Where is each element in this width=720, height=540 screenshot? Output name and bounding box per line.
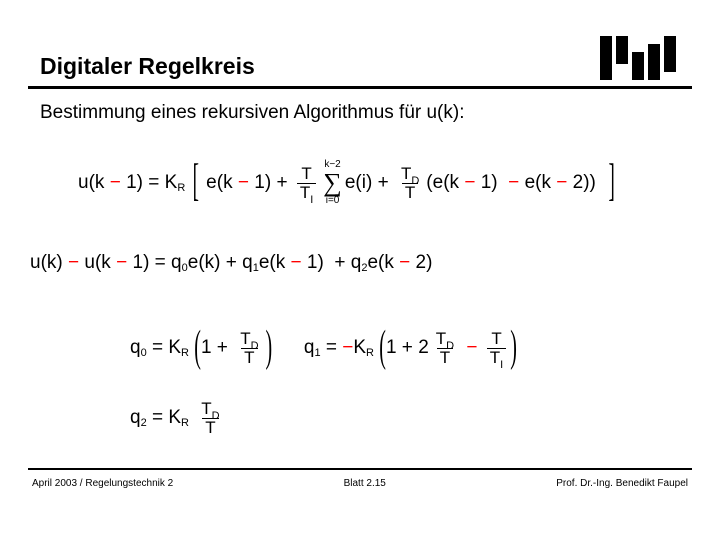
footer: April 2003 / Regelungstechnik 2 Blatt 2.…: [32, 478, 688, 489]
sub-1: 1: [314, 347, 320, 359]
sub-R: R: [177, 182, 185, 194]
title-rule: [28, 86, 692, 89]
sum-lower: i=0: [326, 196, 340, 206]
sub-2: 2: [141, 417, 147, 429]
num-1: 1: [132, 252, 143, 274]
num-1: 1: [126, 172, 137, 194]
sym-e-i: e(i): [345, 172, 372, 194]
footer-center: Blatt 2.15: [344, 478, 386, 489]
frac-num: T: [298, 165, 314, 183]
frac-num: TD: [198, 400, 222, 418]
sub-R: R: [181, 417, 189, 429]
left-paren: (: [194, 323, 201, 374]
sym-u-k: u(k): [30, 252, 63, 274]
sym-q2: q: [130, 407, 141, 429]
minus-sign: −: [342, 337, 353, 359]
sym-KR: K: [165, 172, 178, 194]
minus-sign: −: [238, 172, 249, 194]
sigma-sum: k−2 ∑ i=0: [323, 160, 342, 206]
sym-e-k: e(k: [525, 172, 551, 194]
sym-e-k: e(k: [206, 172, 232, 194]
sym-KR: K: [168, 407, 181, 429]
frac-num: TD: [237, 330, 261, 348]
right-paren: ): [510, 323, 517, 374]
sym-e-k: e(k): [188, 252, 221, 274]
sub-0: 0: [182, 262, 188, 274]
sub-0: 0: [141, 347, 147, 359]
sub-R: R: [181, 347, 189, 359]
left-paren: (: [379, 323, 386, 374]
right-paren: ): [266, 323, 273, 374]
sym-e-km1: e(k: [259, 252, 285, 274]
sym-q0: q: [130, 337, 141, 359]
frac-num: TD: [398, 165, 422, 183]
sym-e-km2: e(k: [367, 252, 393, 274]
num-2: 2: [416, 252, 427, 274]
num-1: 1: [307, 252, 318, 274]
sym-e-k: e(k: [433, 172, 459, 194]
plus-sign: +: [276, 172, 287, 194]
plus-sign: +: [378, 172, 389, 194]
minus-sign: −: [466, 337, 477, 359]
frac-den: TI: [297, 183, 316, 202]
equation-q2: q2 = KR TD T: [130, 400, 227, 437]
num-2: 2: [573, 172, 584, 194]
subtitle: Bestimmung eines rekursiven Algorithmus …: [40, 102, 465, 124]
sub-R: R: [366, 347, 374, 359]
minus-sign: −: [68, 252, 79, 274]
frac-TD-over-T: TD T: [237, 330, 261, 367]
sym-u-km1: u(k: [84, 252, 110, 274]
frac-TD-over-T: TD T: [398, 165, 422, 202]
minus-sign: −: [291, 252, 302, 274]
footer-right: Prof. Dr.-Ing. Benedikt Faupel: [556, 478, 688, 489]
footer-rule: [28, 468, 692, 470]
num-1: 1: [386, 337, 397, 359]
sym-q0: q: [171, 252, 182, 274]
num-2: 2: [418, 337, 429, 359]
minus-sign: −: [110, 172, 121, 194]
eq1-lhs: u(k: [78, 172, 104, 194]
left-bracket: [: [193, 157, 199, 210]
sub-1: 1: [253, 262, 259, 274]
htw-logo: [598, 36, 682, 80]
sym-q2: q: [351, 252, 362, 274]
sym-KR: K: [168, 337, 181, 359]
frac-num: TD: [433, 330, 457, 348]
equation-difference: u(k) − u(k − 1) = q0 e(k) + q1 e(k − 1) …: [30, 252, 432, 274]
page-title: Digitaler Regelkreis: [40, 53, 255, 80]
frac-den: TI: [487, 348, 506, 367]
sym-q1: q: [304, 337, 315, 359]
num-1: 1: [201, 337, 212, 359]
equation-q0-q1: q0 = KR ( 1 + TD T ) q1 = − KR ( 1 + 2 T…: [130, 330, 517, 367]
footer-left: April 2003 / Regelungstechnik 2: [32, 478, 173, 489]
sym-KR: K: [353, 337, 366, 359]
right-bracket: ]: [608, 157, 614, 210]
minus-sign: −: [556, 172, 567, 194]
frac-num: T: [488, 330, 504, 348]
frac-TD-over-T: TD T: [198, 400, 222, 437]
minus-sign: −: [116, 252, 127, 274]
minus-sign: −: [464, 172, 475, 194]
frac-T-over-TI: T TI: [487, 330, 506, 367]
sym-q1: q: [242, 252, 253, 274]
num-1: 1: [254, 172, 265, 194]
equation-u-k-minus-1: u(k − 1) = KR [ e(k − 1) + T TI k−2 ∑ i=…: [78, 160, 617, 206]
sub-2: 2: [361, 262, 367, 274]
minus-sign: −: [399, 252, 410, 274]
frac-TD-over-T: TD T: [433, 330, 457, 367]
num-1: 1: [481, 172, 492, 194]
frac-T-over-TI: T TI: [297, 165, 316, 202]
minus-sign: −: [508, 172, 519, 194]
